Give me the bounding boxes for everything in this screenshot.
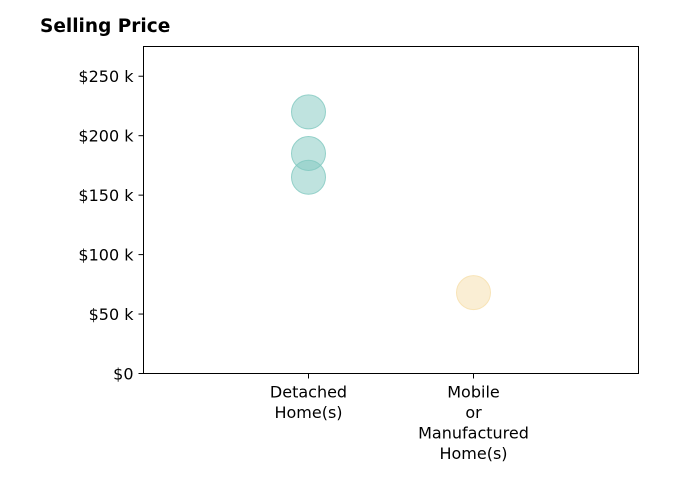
data-point: [456, 275, 491, 311]
y-tick-label: $150 k: [78, 186, 134, 205]
data-point: [291, 159, 326, 195]
y-tick-label: $100 k: [78, 246, 134, 265]
y-tick-label: $0: [113, 365, 133, 384]
data-points: [291, 94, 491, 311]
x-axis: Detached Home(s)Mobile or Manufactured Home(…: [270, 373, 529, 464]
y-tick-label: $250 k: [78, 67, 134, 86]
x-tick-label-line: Detached: [270, 383, 347, 402]
x-tick-label-line: Home(s): [439, 444, 507, 463]
x-tick-label-line: Mobile: [447, 383, 499, 402]
y-axis: $0 $50 k $100 k $150 k $200 k $250 k: [78, 67, 144, 384]
chart-title: Selling Price: [40, 16, 171, 37]
x-tick-label: Detached Home(s): [270, 383, 347, 423]
x-tick-label-line: Manufactured: [418, 424, 529, 443]
x-tick-label-line: Home(s): [274, 403, 342, 422]
x-tick-label: Mobile or Manufactured Home(s): [418, 383, 529, 464]
y-tick-label: $50 k: [89, 305, 135, 324]
data-point: [291, 94, 326, 130]
plot-area-frame: [143, 46, 639, 374]
x-tick-label-line: or: [465, 403, 482, 422]
y-tick-label: $200 k: [78, 127, 134, 146]
